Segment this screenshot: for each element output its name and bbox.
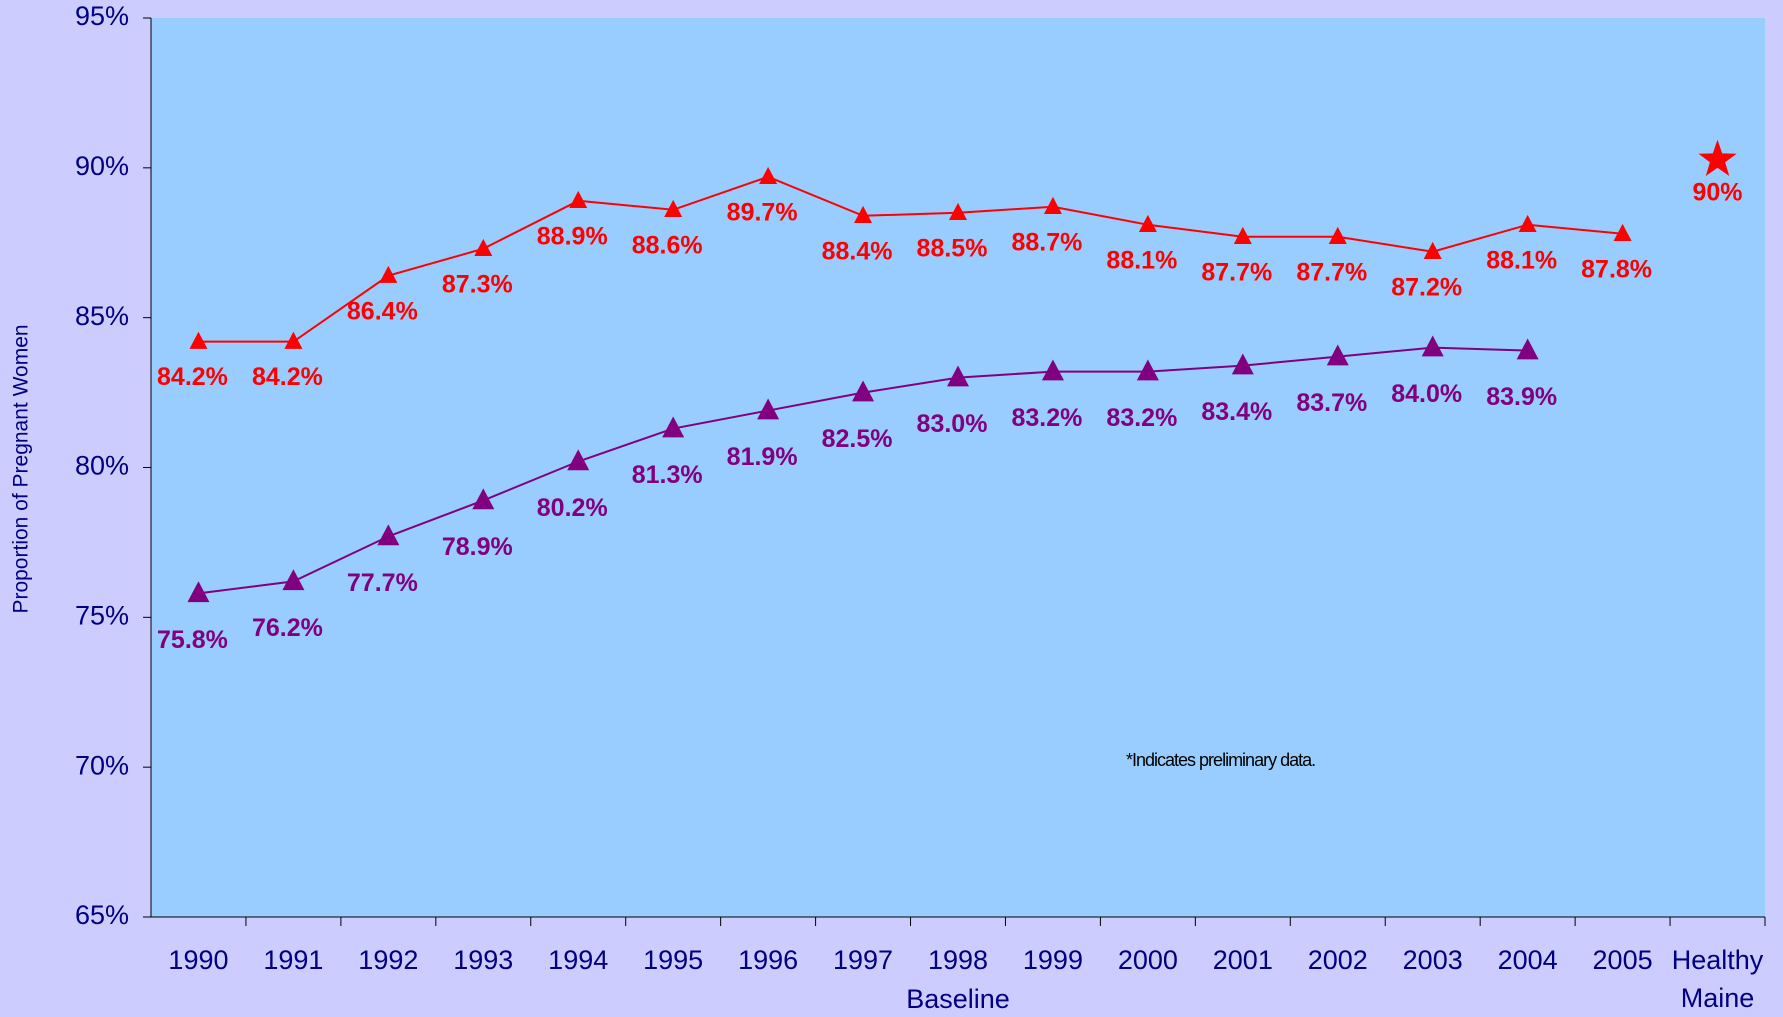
marker [187, 581, 210, 603]
series-line [198, 175, 1623, 343]
value-label: 82.5% [822, 425, 893, 453]
value-label: 80.2% [537, 494, 608, 522]
y-tick-label: 95% [75, 1, 129, 31]
x-tick-label: 1991 [263, 945, 324, 975]
x-tick-label: 2001 [1212, 945, 1273, 975]
value-label: 87.8% [1581, 255, 1652, 283]
marker [1326, 344, 1349, 366]
value-label: 87.7% [1296, 258, 1367, 286]
x-tick-label: 1993 [453, 945, 514, 975]
x-tick-label: 1997 [833, 945, 894, 975]
value-label: 88.1% [1486, 246, 1557, 274]
value-label: 88.5% [917, 234, 988, 262]
marker [947, 365, 969, 387]
marker [377, 524, 400, 546]
marker [757, 398, 780, 420]
y-axis-title: Proportion of Pregnant Women [10, 324, 33, 613]
marker [852, 380, 875, 402]
value-label: 88.6% [632, 231, 703, 259]
annotation: Baseline [906, 984, 1010, 1014]
x-tick-label: 2002 [1307, 945, 1368, 975]
value-label: 83.2% [1011, 404, 1082, 432]
value-label: 87.7% [1201, 258, 1272, 286]
y-tick-label: 75% [75, 600, 129, 630]
value-label: 84.2% [252, 363, 323, 391]
value-label: 75.8% [157, 626, 228, 654]
marker [1231, 353, 1254, 375]
marker [1423, 241, 1442, 259]
value-label: 84.2% [157, 363, 228, 391]
marker [474, 238, 493, 256]
marker [189, 331, 208, 349]
x-tick-label: 1999 [1022, 945, 1083, 975]
x-tick-label: 1998 [927, 945, 989, 975]
value-label: 78.9% [442, 533, 513, 561]
marker [1138, 214, 1157, 232]
marker [664, 199, 683, 217]
x-tick-label: 1990 [168, 945, 229, 975]
value-label: 89.7% [727, 198, 798, 226]
value-label: 88.1% [1106, 246, 1177, 274]
value-label: 77.7% [347, 569, 418, 597]
value-label: 83.7% [1296, 389, 1367, 417]
plot-area [151, 18, 1765, 917]
y-tick-label: 85% [75, 301, 129, 331]
marker [569, 190, 588, 208]
value-label: 84.0% [1391, 380, 1462, 408]
x-tick-label: 1996 [738, 945, 799, 975]
marker [1613, 223, 1632, 241]
value-label: 83.4% [1201, 398, 1272, 426]
x-tick-label: 2004 [1497, 945, 1558, 975]
value-label: 88.4% [822, 237, 893, 265]
marker [1421, 335, 1444, 357]
x-tick-label: Healthy Maine [1671, 945, 1764, 1013]
marker [567, 449, 590, 471]
value-label: 87.3% [442, 270, 513, 298]
x-tick-label: 1995 [643, 945, 704, 975]
marker [949, 202, 967, 220]
marker [1518, 214, 1537, 232]
annotation: *Indicates preliminary data. [1126, 750, 1315, 770]
marker [854, 205, 873, 223]
x-tick-label: 2005 [1592, 945, 1653, 975]
value-label: 88.9% [537, 222, 608, 250]
marker [284, 331, 303, 349]
x-tick-label: 1994 [548, 945, 609, 975]
value-label: 90% [1693, 178, 1743, 206]
value-label: 76.2% [252, 614, 323, 642]
y-tick-label: 70% [75, 750, 129, 780]
marker [379, 265, 398, 283]
value-label: 86.4% [347, 297, 418, 325]
marker [759, 166, 778, 185]
value-label: 83.0% [917, 410, 988, 438]
y-tick-label: 80% [75, 451, 129, 481]
marker [472, 488, 495, 510]
marker [282, 569, 305, 591]
marker [1328, 226, 1347, 244]
marker [1233, 226, 1252, 244]
y-tick-label: 65% [75, 900, 129, 930]
target-marker [1698, 139, 1737, 176]
marker [662, 416, 685, 438]
value-label: 88.7% [1011, 228, 1082, 256]
marker [1041, 359, 1064, 381]
x-tick-label: 2003 [1402, 945, 1463, 975]
value-label: 83.2% [1106, 404, 1177, 432]
value-label: 81.9% [727, 443, 798, 471]
x-tick-label: 1992 [358, 945, 419, 975]
value-label: 83.9% [1486, 383, 1557, 411]
value-label: 87.2% [1391, 273, 1462, 301]
marker [1043, 196, 1062, 214]
x-tick-label: 2000 [1117, 945, 1178, 975]
marker [1136, 359, 1159, 381]
marker [1516, 338, 1539, 360]
value-label: 81.3% [632, 461, 703, 489]
y-tick-label: 90% [75, 151, 129, 181]
